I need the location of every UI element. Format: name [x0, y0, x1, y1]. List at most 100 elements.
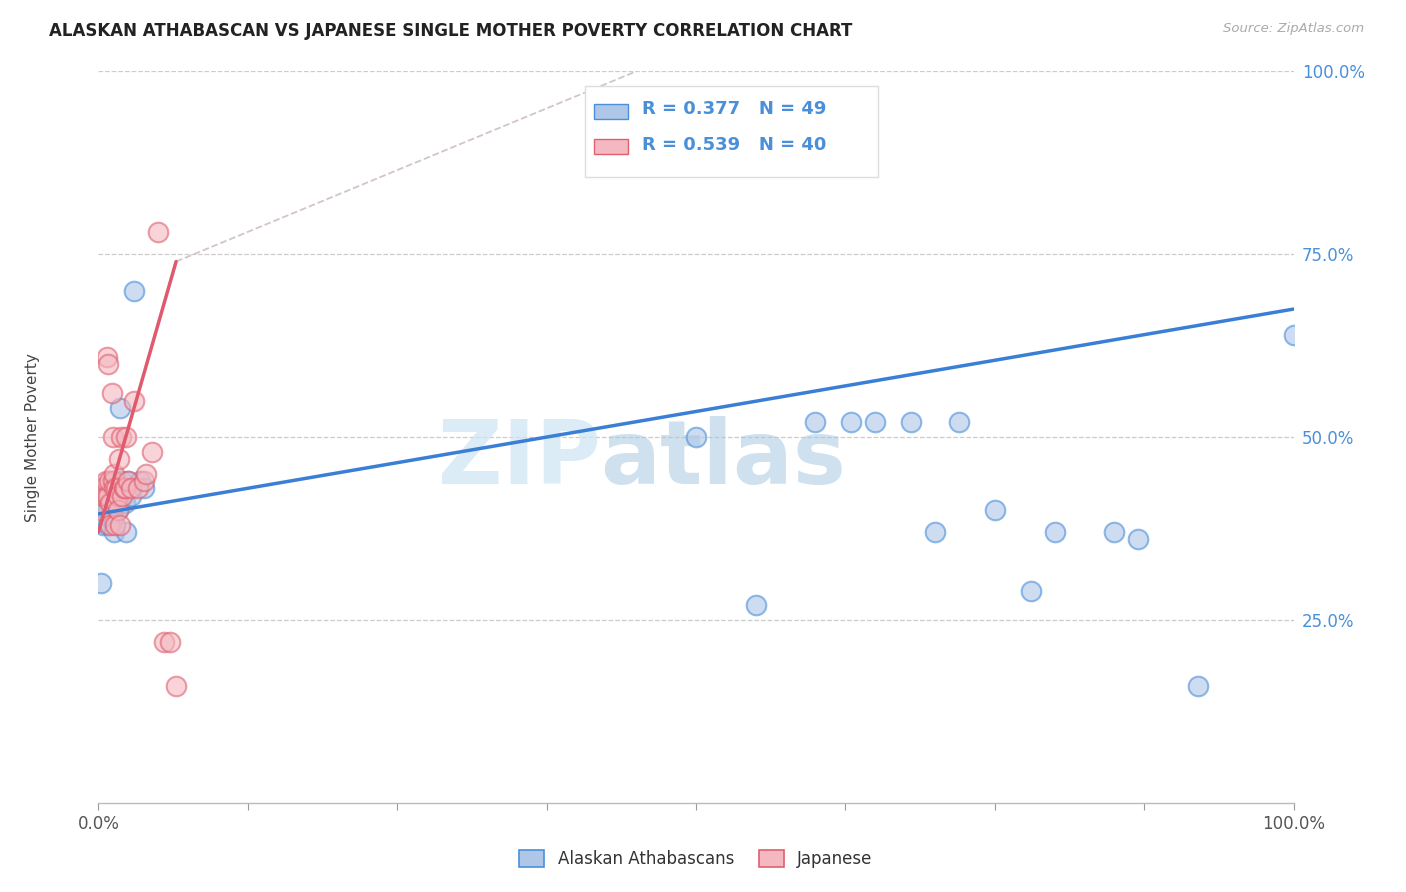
Point [127, 481, 149, 495]
Point [107, 452, 129, 467]
Legend: Alaskan Athabascans, Japanese: Alaskan Athabascans, Japanese [513, 844, 879, 875]
Text: ALASKAN ATHABASCAN VS JAPANESE SINGLE MOTHER POVERTY CORRELATION CHART: ALASKAN ATHABASCAN VS JAPANESE SINGLE MO… [49, 22, 852, 40]
Point [112, 481, 135, 495]
Point [114, 481, 136, 495]
Point [107, 503, 129, 517]
Point [120, 489, 142, 503]
Point [96, 350, 118, 364]
FancyBboxPatch shape [585, 86, 877, 178]
Point [124, 284, 146, 298]
Point [1128, 533, 1150, 547]
Point [101, 430, 124, 444]
Point [97, 357, 120, 371]
Point [841, 416, 863, 430]
Text: R = 0.377   N = 49: R = 0.377 N = 49 [643, 101, 827, 119]
Point [948, 416, 970, 430]
Point [94, 489, 117, 503]
Point [104, 474, 127, 488]
Point [159, 635, 181, 649]
Point [148, 225, 170, 239]
FancyBboxPatch shape [595, 103, 628, 119]
Point [101, 510, 124, 524]
Point [105, 481, 128, 495]
Point [135, 467, 157, 481]
Point [1043, 525, 1066, 540]
Point [101, 489, 124, 503]
Point [115, 430, 138, 444]
Point [90, 503, 112, 517]
Point [91, 481, 114, 495]
Point [98, 474, 121, 488]
Point [97, 503, 120, 517]
Point [900, 416, 922, 430]
Point [108, 517, 131, 532]
Point [111, 489, 134, 503]
Point [96, 489, 118, 503]
Point [924, 525, 946, 540]
Text: Single Mother Poverty: Single Mother Poverty [25, 352, 41, 522]
Text: atlas: atlas [600, 416, 846, 502]
Point [105, 496, 128, 510]
Point [90, 576, 112, 591]
Point [117, 474, 139, 488]
Point [91, 517, 114, 532]
Point [103, 481, 125, 495]
Point [114, 496, 136, 510]
Point [94, 503, 117, 517]
Point [97, 489, 120, 503]
Point [94, 474, 117, 488]
Point [1102, 525, 1125, 540]
Point [98, 481, 121, 495]
Point [110, 430, 132, 444]
Point [96, 481, 118, 495]
Point [104, 517, 127, 532]
Point [107, 496, 129, 510]
Point [105, 481, 128, 495]
Point [1187, 679, 1209, 693]
Point [103, 467, 125, 481]
Point [117, 474, 139, 488]
Point [101, 474, 124, 488]
Point [132, 474, 155, 488]
Point [107, 503, 129, 517]
Point [100, 386, 122, 401]
Point [93, 496, 115, 510]
Point [1019, 583, 1042, 598]
Point [91, 481, 114, 495]
Point [111, 474, 134, 488]
Point [129, 474, 152, 488]
Point [98, 510, 122, 524]
Point [804, 416, 827, 430]
Point [100, 489, 122, 503]
Point [93, 481, 115, 495]
Point [98, 517, 122, 532]
Point [108, 401, 131, 415]
Point [100, 474, 122, 488]
Point [685, 430, 707, 444]
Point [165, 679, 187, 693]
Point [110, 481, 132, 495]
Point [153, 635, 176, 649]
Point [984, 503, 1007, 517]
Point [98, 489, 121, 503]
Point [863, 416, 887, 430]
Point [120, 481, 142, 495]
Point [107, 489, 129, 503]
Text: Source: ZipAtlas.com: Source: ZipAtlas.com [1223, 22, 1364, 36]
Point [93, 489, 115, 503]
Point [141, 444, 163, 458]
Point [132, 481, 155, 495]
Point [97, 517, 120, 532]
Point [745, 599, 768, 613]
Point [98, 496, 122, 510]
Point [98, 496, 122, 510]
FancyBboxPatch shape [595, 138, 628, 154]
Text: R = 0.539   N = 40: R = 0.539 N = 40 [643, 136, 827, 153]
Point [91, 489, 114, 503]
Text: ZIP: ZIP [437, 416, 600, 502]
Point [124, 393, 146, 408]
Point [103, 525, 125, 540]
Point [107, 489, 129, 503]
Point [1282, 327, 1305, 342]
Point [115, 525, 138, 540]
